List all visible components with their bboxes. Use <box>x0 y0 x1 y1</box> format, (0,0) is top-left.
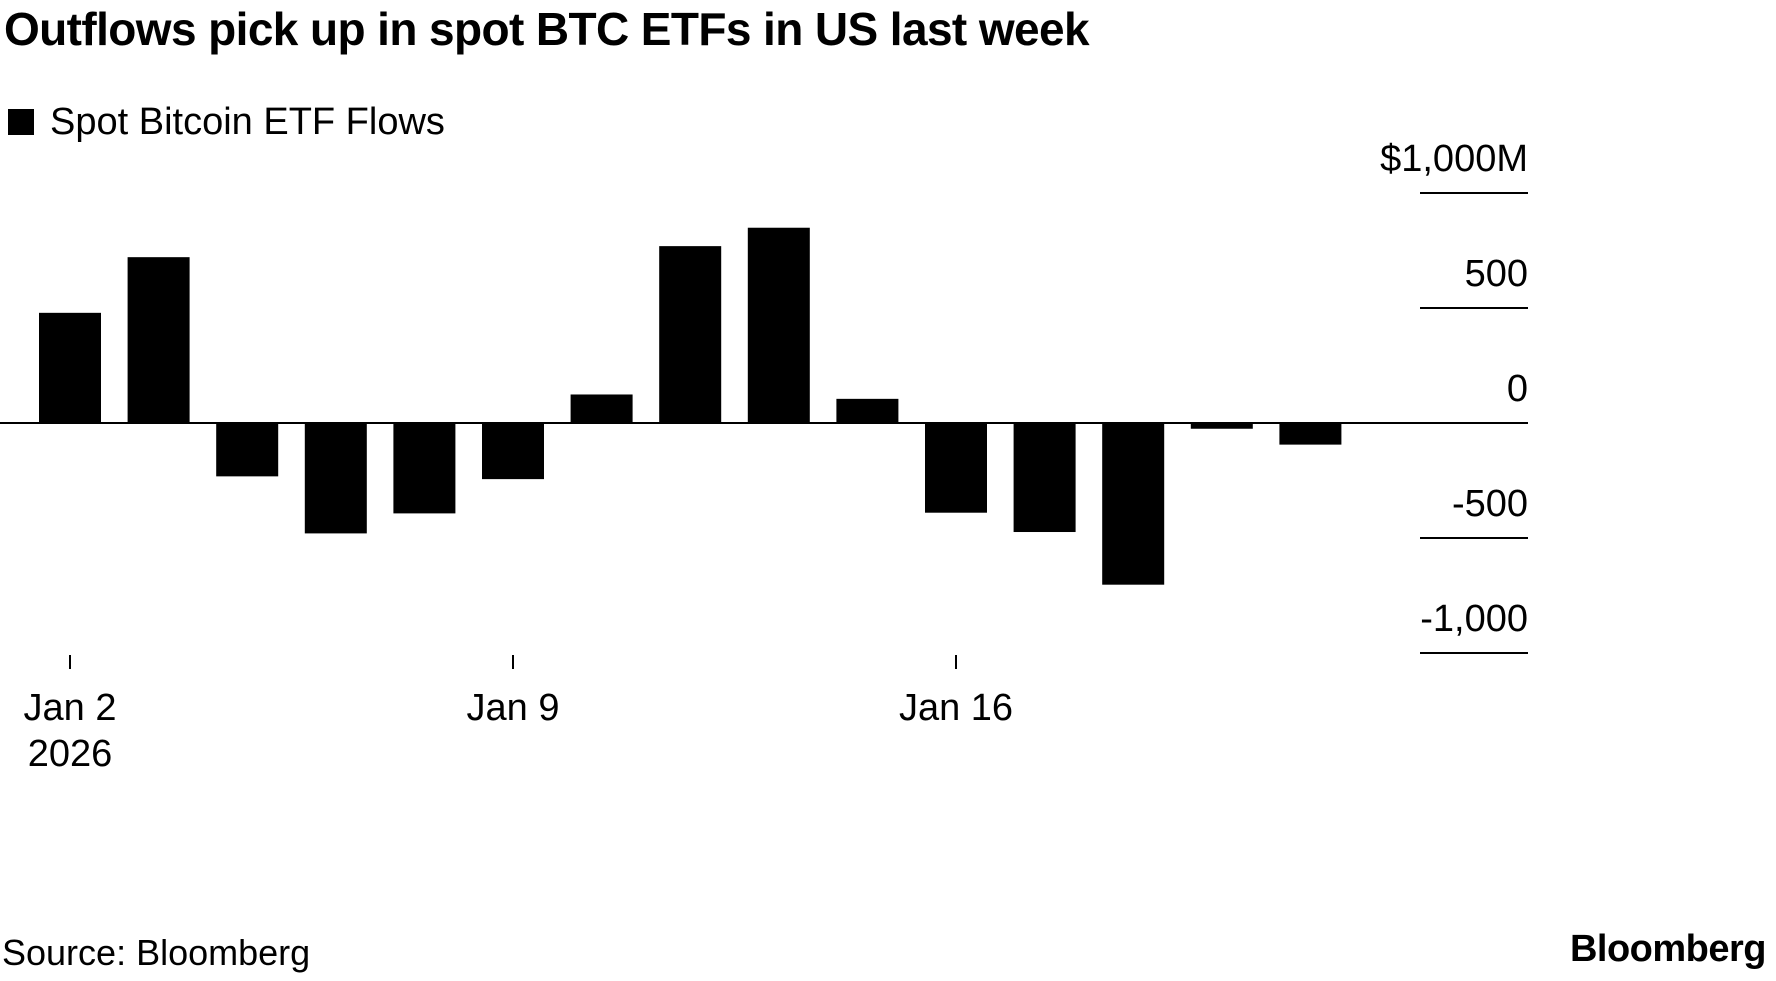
y-tick-label-4: -1,000 <box>1420 598 1528 640</box>
x-tick-sublabel-0: 2026 <box>28 733 113 775</box>
bloomberg-logo: Bloomberg <box>1569 928 1767 970</box>
bar-8 <box>747 227 810 423</box>
x-tick-label-0: Jan 2 <box>24 687 117 729</box>
bar-6 <box>570 394 633 423</box>
bar-13 <box>1190 423 1253 429</box>
legend-label: Spot Bitcoin ETF Flows <box>50 100 445 143</box>
bar-3 <box>304 423 367 534</box>
bar-4 <box>393 423 456 514</box>
bar-10 <box>925 423 987 513</box>
y-tick-label-2: 0 <box>1507 368 1528 410</box>
y-tick-label-0: $1,000M <box>1380 138 1528 180</box>
bar-0 <box>39 312 101 423</box>
legend-swatch <box>8 109 34 135</box>
bar-5 <box>482 423 544 480</box>
bar-2 <box>216 423 279 477</box>
y-tick-label-3: -500 <box>1452 483 1528 525</box>
bar-14 <box>1279 423 1342 445</box>
bar-7 <box>659 246 722 423</box>
bar-12 <box>1102 423 1165 585</box>
source-note: Source: Bloomberg <box>2 932 311 973</box>
bar-9 <box>836 398 899 423</box>
bar-11 <box>1013 423 1076 533</box>
x-tick-label-1: Jan 9 <box>467 687 560 729</box>
y-tick-label-1: 500 <box>1465 253 1528 295</box>
chart-title: Outflows pick up in spot BTC ETFs in US … <box>4 3 1090 55</box>
bar-1 <box>127 257 190 423</box>
x-tick-label-2: Jan 16 <box>899 687 1013 729</box>
legend: Spot Bitcoin ETF Flows <box>8 100 445 144</box>
